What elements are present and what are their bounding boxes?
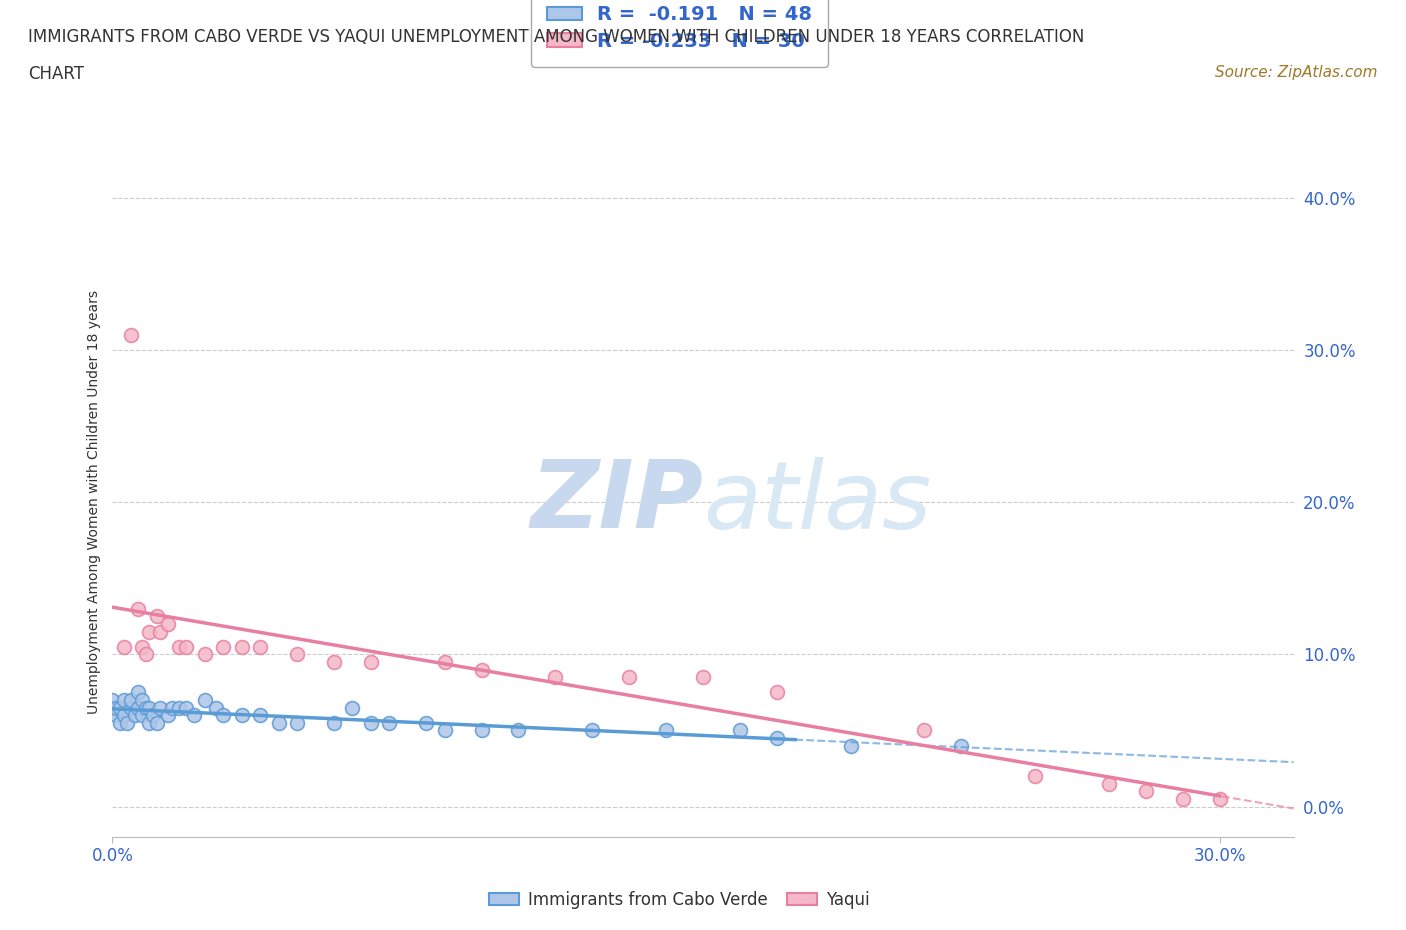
Text: IMMIGRANTS FROM CABO VERDE VS YAQUI UNEMPLOYMENT AMONG WOMEN WITH CHILDREN UNDER: IMMIGRANTS FROM CABO VERDE VS YAQUI UNEM… <box>28 28 1084 46</box>
Point <box>135 700 157 715</box>
Point <box>544 670 567 684</box>
Point <box>160 700 183 715</box>
Point <box>138 715 160 730</box>
Point <box>839 738 862 753</box>
Point <box>112 639 135 654</box>
Point <box>127 700 149 715</box>
Point <box>108 715 131 730</box>
Point <box>101 693 124 708</box>
Point <box>156 617 179 631</box>
Point <box>471 662 494 677</box>
Point <box>101 700 124 715</box>
Point <box>415 715 437 730</box>
Point <box>249 708 271 723</box>
Point <box>127 685 149 700</box>
Point <box>765 685 787 700</box>
Y-axis label: Unemployment Among Women with Children Under 18 years: Unemployment Among Women with Children U… <box>87 290 101 714</box>
Point <box>267 715 290 730</box>
Point <box>1171 791 1194 806</box>
Point <box>212 639 235 654</box>
Point <box>183 708 205 723</box>
Point <box>194 647 217 662</box>
Point <box>323 655 346 670</box>
Point <box>655 723 678 737</box>
Point <box>205 700 228 715</box>
Point <box>378 715 401 730</box>
Point <box>342 700 364 715</box>
Point <box>135 647 157 662</box>
Point <box>138 624 160 639</box>
Point <box>156 708 179 723</box>
Point <box>950 738 973 753</box>
Point <box>120 700 142 715</box>
Point <box>360 715 382 730</box>
Point <box>131 639 153 654</box>
Point <box>117 715 138 730</box>
Point <box>131 708 153 723</box>
Point <box>581 723 603 737</box>
Point <box>120 327 142 342</box>
Text: Source: ZipAtlas.com: Source: ZipAtlas.com <box>1215 65 1378 80</box>
Point <box>1135 784 1157 799</box>
Point <box>112 708 135 723</box>
Point <box>231 708 253 723</box>
Point <box>728 723 751 737</box>
Point <box>131 693 153 708</box>
Point <box>433 723 456 737</box>
Point <box>120 693 142 708</box>
Point <box>167 700 190 715</box>
Point <box>174 639 197 654</box>
Point <box>108 700 131 715</box>
Point <box>1098 777 1121 791</box>
Point <box>212 708 235 723</box>
Text: ZIP: ZIP <box>530 457 703 548</box>
Point <box>124 708 146 723</box>
Point <box>142 708 165 723</box>
Legend: Immigrants from Cabo Verde, Yaqui: Immigrants from Cabo Verde, Yaqui <box>482 884 876 916</box>
Point <box>285 647 308 662</box>
Point <box>194 693 217 708</box>
Point <box>174 700 197 715</box>
Point <box>249 639 271 654</box>
Point <box>105 700 128 715</box>
Point <box>508 723 530 737</box>
Point <box>146 715 169 730</box>
Point <box>105 708 128 723</box>
Point <box>692 670 714 684</box>
Point <box>471 723 494 737</box>
Point <box>149 624 172 639</box>
Point <box>433 655 456 670</box>
Point <box>112 693 135 708</box>
Point <box>360 655 382 670</box>
Point <box>138 700 160 715</box>
Point <box>127 602 149 617</box>
Point <box>765 731 787 746</box>
Point <box>149 700 172 715</box>
Point <box>231 639 253 654</box>
Point <box>146 609 169 624</box>
Point <box>167 639 190 654</box>
Point <box>914 723 936 737</box>
Point <box>285 715 308 730</box>
Point <box>1208 791 1232 806</box>
Text: CHART: CHART <box>28 65 84 83</box>
Text: atlas: atlas <box>703 457 931 548</box>
Point <box>1024 769 1046 784</box>
Point <box>323 715 346 730</box>
Point <box>619 670 641 684</box>
